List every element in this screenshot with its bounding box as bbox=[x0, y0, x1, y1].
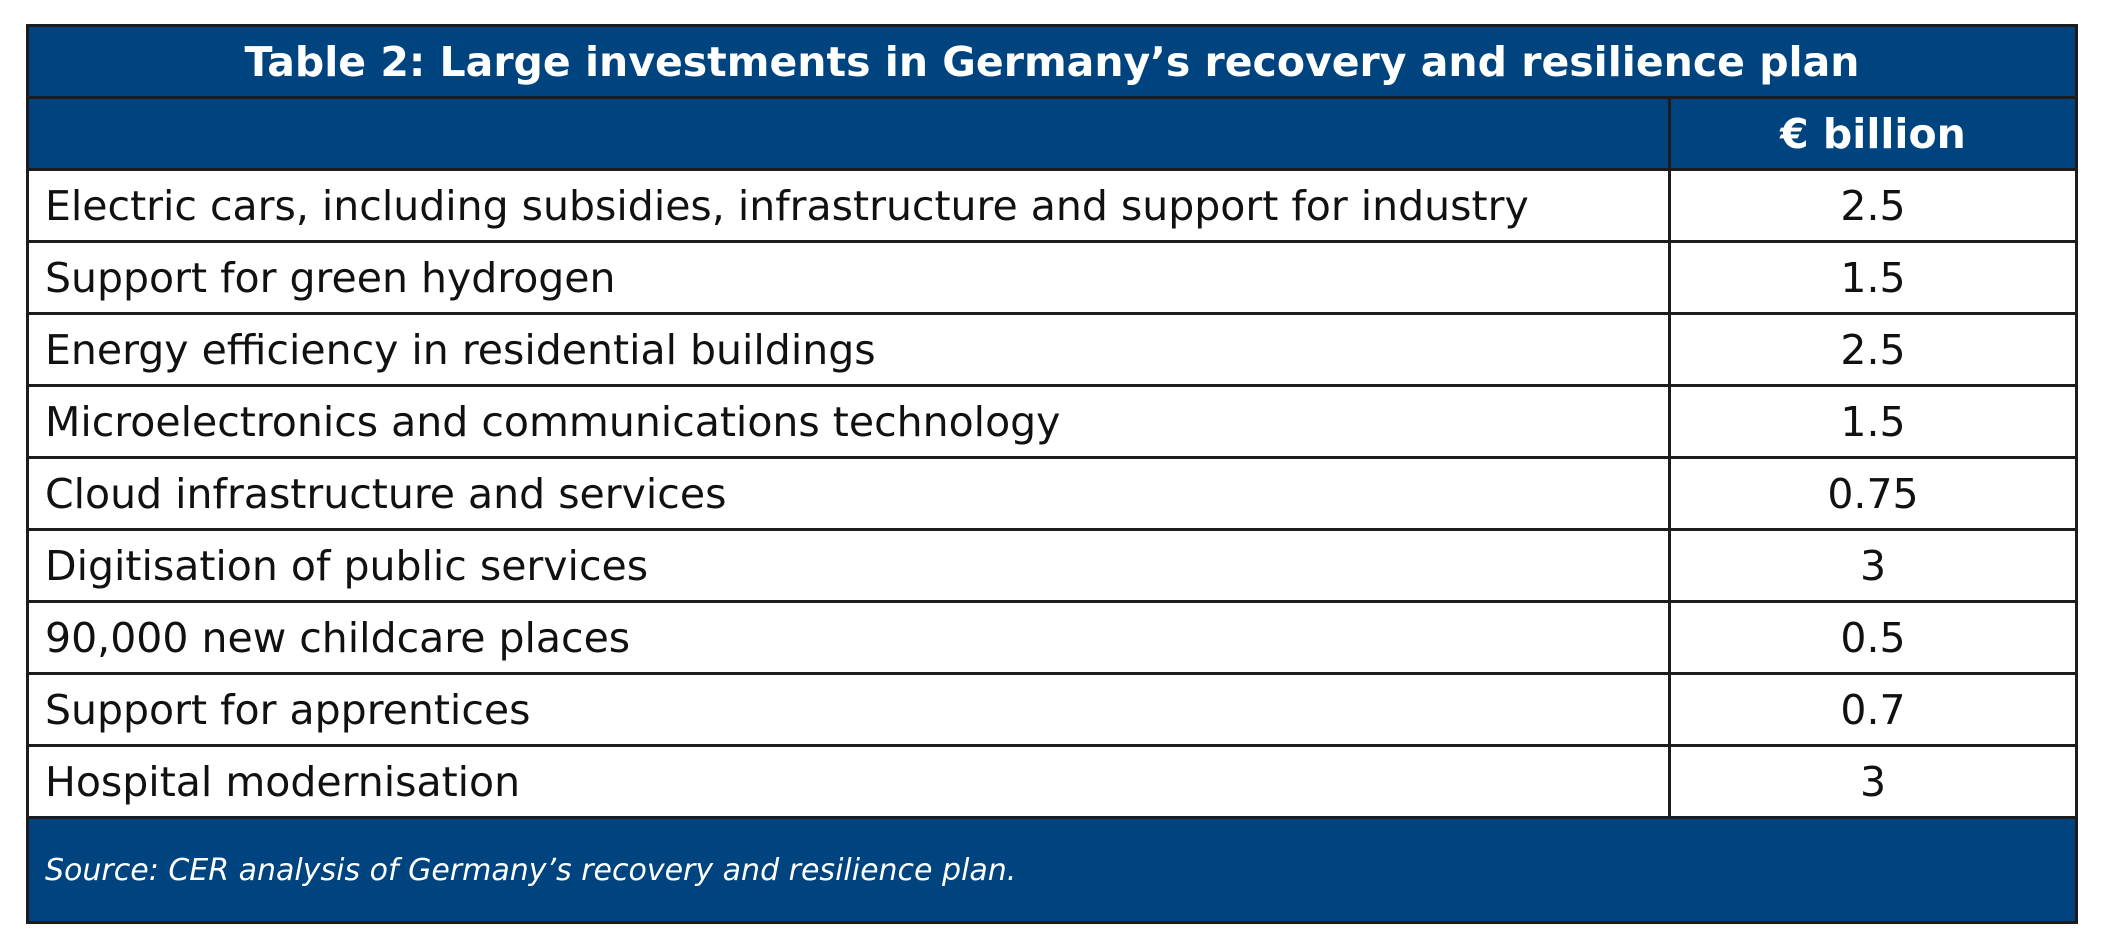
row-label: Support for green hydrogen bbox=[29, 243, 1671, 312]
row-label: Microelectronics and communications tech… bbox=[29, 387, 1671, 456]
table-header-row: € billion bbox=[29, 99, 2075, 171]
investment-table: Table 2: Large investments in Germany’s … bbox=[26, 24, 2078, 924]
header-label-cell bbox=[29, 99, 1671, 168]
row-label: Electric cars, including subsidies, infr… bbox=[29, 171, 1671, 240]
row-label: Support for apprentices bbox=[29, 675, 1671, 744]
row-value: 0.75 bbox=[1827, 469, 1919, 518]
row-label: Cloud infrastructure and services bbox=[29, 459, 1671, 528]
table-row: 90,000 new childcare places 0.5 bbox=[29, 603, 2075, 675]
row-label: Digitisation of public services bbox=[29, 531, 1671, 600]
source-note: Source: CER analysis of Germany’s recove… bbox=[29, 819, 2075, 921]
table-row: Digitisation of public services 3 bbox=[29, 531, 2075, 603]
row-value: 0.7 bbox=[1840, 685, 1906, 734]
table-row: Energy efficiency in residential buildin… bbox=[29, 315, 2075, 387]
table-title: Table 2: Large investments in Germany’s … bbox=[29, 27, 2075, 99]
table-body: Electric cars, including subsidies, infr… bbox=[29, 171, 2075, 819]
row-value: 1.5 bbox=[1840, 253, 1906, 302]
table-row: Electric cars, including subsidies, infr… bbox=[29, 171, 2075, 243]
row-value: 3 bbox=[1859, 757, 1887, 806]
table-row: Microelectronics and communications tech… bbox=[29, 387, 2075, 459]
row-value: 0.5 bbox=[1840, 613, 1906, 662]
row-value: 3 bbox=[1859, 541, 1887, 590]
table-row: Support for apprentices 0.7 bbox=[29, 675, 2075, 747]
table-row: Cloud infrastructure and services 0.75 bbox=[29, 459, 2075, 531]
row-label: Hospital modernisation bbox=[29, 747, 1671, 816]
row-label: 90,000 new childcare places bbox=[29, 603, 1671, 672]
row-label: Energy efficiency in residential buildin… bbox=[29, 315, 1671, 384]
header-value-cell: € billion bbox=[1780, 109, 1966, 158]
table-row: Support for green hydrogen 1.5 bbox=[29, 243, 2075, 315]
row-value: 1.5 bbox=[1840, 397, 1906, 446]
row-value: 2.5 bbox=[1840, 181, 1906, 230]
table-row: Hospital modernisation 3 bbox=[29, 747, 2075, 819]
row-value: 2.5 bbox=[1840, 325, 1906, 374]
